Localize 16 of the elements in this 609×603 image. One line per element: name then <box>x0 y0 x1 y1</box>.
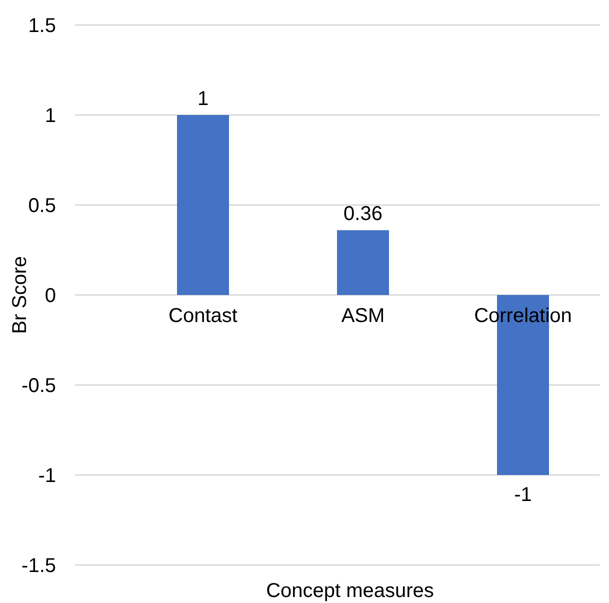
data-label: -1 <box>514 484 532 506</box>
y-tick-label: 0.5 <box>28 195 56 217</box>
y-tick-label: -1.5 <box>22 555 56 577</box>
data-label: 1 <box>197 88 209 110</box>
bar <box>337 230 389 295</box>
data-label: 0.36 <box>344 203 382 226</box>
y-tick-label: -0.5 <box>22 375 56 397</box>
y-tick-label: -1 <box>38 465 56 487</box>
y-tick-label: 1.5 <box>28 15 56 37</box>
y-axis-title: Br Score <box>9 256 31 334</box>
y-tick-label: 0 <box>44 285 56 307</box>
x-tick-label: ASM <box>341 305 385 327</box>
y-tick-label: 1 <box>44 105 56 127</box>
x-tick-label: Contast <box>168 305 238 327</box>
bar <box>177 115 229 295</box>
x-axis-title: Concept measures <box>266 580 434 602</box>
